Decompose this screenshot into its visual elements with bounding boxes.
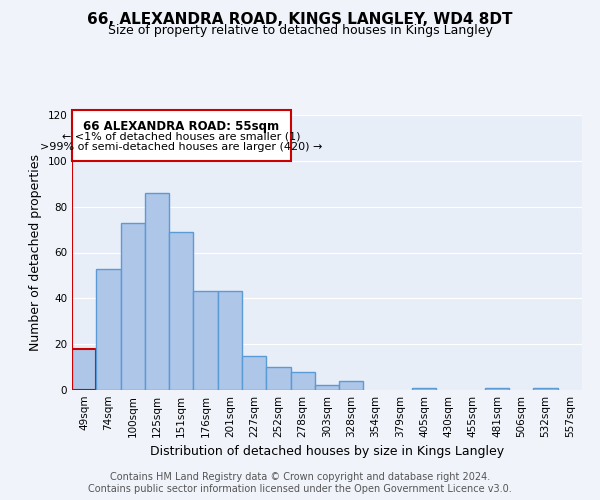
Text: ← <1% of detached houses are smaller (1): ← <1% of detached houses are smaller (1) [62,131,301,141]
Text: 66 ALEXANDRA ROAD: 55sqm: 66 ALEXANDRA ROAD: 55sqm [83,120,280,132]
Bar [290,372,315,390]
Bar [121,222,145,390]
Bar [266,367,290,390]
Bar [242,356,266,390]
Bar [412,388,436,390]
Bar [485,388,509,390]
Y-axis label: Number of detached properties: Number of detached properties [29,154,42,351]
FancyBboxPatch shape [72,110,290,161]
Bar [339,381,364,390]
Bar [193,292,218,390]
Bar [218,292,242,390]
Text: Size of property relative to detached houses in Kings Langley: Size of property relative to detached ho… [107,24,493,37]
Text: 66, ALEXANDRA ROAD, KINGS LANGLEY, WD4 8DT: 66, ALEXANDRA ROAD, KINGS LANGLEY, WD4 8… [87,12,513,28]
Bar [145,193,169,390]
Bar [315,386,339,390]
X-axis label: Distribution of detached houses by size in Kings Langley: Distribution of detached houses by size … [150,446,504,458]
Bar [533,388,558,390]
Text: >99% of semi-detached houses are larger (420) →: >99% of semi-detached houses are larger … [40,142,322,152]
Bar [169,232,193,390]
Bar [96,268,121,390]
Bar [72,349,96,390]
Text: Contains public sector information licensed under the Open Government Licence v3: Contains public sector information licen… [88,484,512,494]
Text: Contains HM Land Registry data © Crown copyright and database right 2024.: Contains HM Land Registry data © Crown c… [110,472,490,482]
